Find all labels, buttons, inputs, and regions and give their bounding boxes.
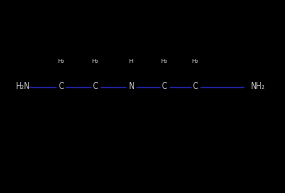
Text: H₂: H₂ bbox=[192, 59, 199, 64]
Text: NH₂: NH₂ bbox=[251, 82, 265, 91]
Text: C: C bbox=[93, 82, 98, 91]
Text: H: H bbox=[129, 59, 133, 64]
Text: N: N bbox=[128, 82, 134, 91]
Text: H₂: H₂ bbox=[160, 59, 168, 64]
Text: C: C bbox=[193, 82, 198, 91]
Text: H₂: H₂ bbox=[58, 59, 65, 64]
Text: C: C bbox=[59, 82, 64, 91]
Text: C: C bbox=[161, 82, 166, 91]
Text: H₂: H₂ bbox=[92, 59, 99, 64]
Text: H₂N: H₂N bbox=[16, 82, 30, 91]
